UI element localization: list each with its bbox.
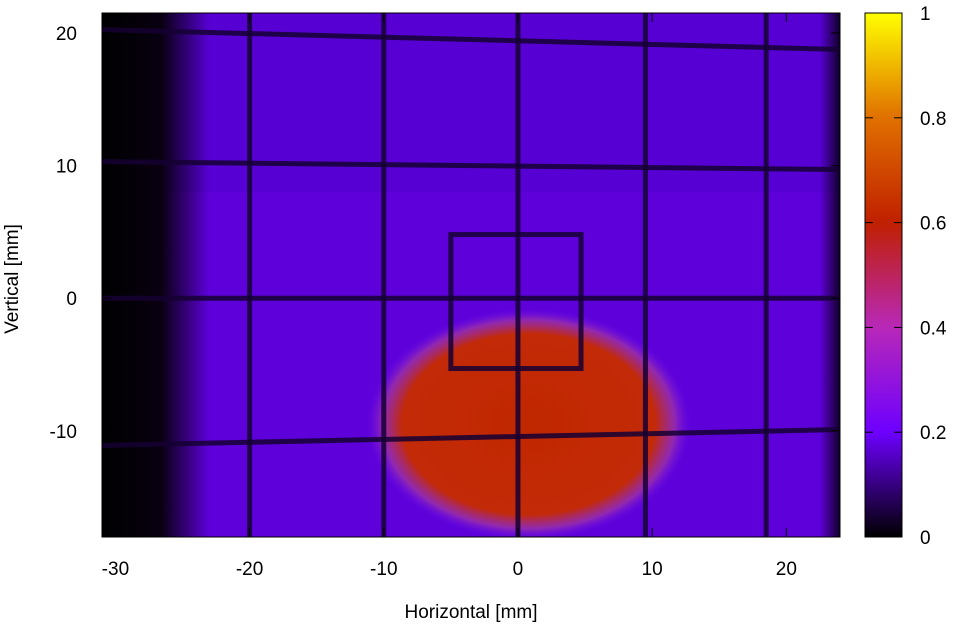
colorbar-tick-label: 0	[920, 528, 931, 549]
right-edge-shade	[819, 13, 840, 537]
heatmap-image	[102, 13, 840, 537]
y-tick-label: -10	[50, 422, 77, 443]
x-tick-label: 20	[776, 559, 797, 580]
y-tick-label: 10	[56, 157, 77, 178]
grid-wire-horizontal	[102, 159, 840, 173]
y-tick-label: 0	[66, 289, 77, 310]
colorbar	[864, 12, 903, 538]
x-tick-label: 10	[642, 559, 663, 580]
dark-edge-band	[102, 13, 210, 537]
plot-frame	[101, 12, 841, 538]
colorbar-tick-label: 0.6	[920, 214, 946, 235]
x-tick-label: -20	[236, 559, 263, 580]
x-axis-label: Horizontal [mm]	[404, 602, 537, 623]
colorbar-tick-label: 0.8	[920, 109, 946, 130]
x-tick-label: 0	[513, 559, 524, 580]
bright-region	[366, 308, 691, 537]
colorbar-tick-label: 1	[920, 4, 931, 25]
y-axis-label: Vertical [mm]	[2, 224, 23, 334]
grid-wire-horizontal	[102, 427, 840, 448]
grid-wire-horizontal	[102, 27, 840, 52]
x-tick-label: -10	[370, 559, 397, 580]
colorbar-tick-label: 0.2	[920, 423, 946, 444]
inner-square-wire	[448, 232, 584, 372]
colorbar-axis: 0 0.2 0.4 0.6 0.8 1	[865, 4, 947, 549]
y-tick-label: 20	[56, 24, 77, 45]
axes: -30 -20 -10 0 10 20 -10 0 10 20	[50, 13, 840, 580]
x-tick-label: -30	[102, 559, 129, 580]
colorbar-tick-label: 0.4	[920, 318, 947, 339]
